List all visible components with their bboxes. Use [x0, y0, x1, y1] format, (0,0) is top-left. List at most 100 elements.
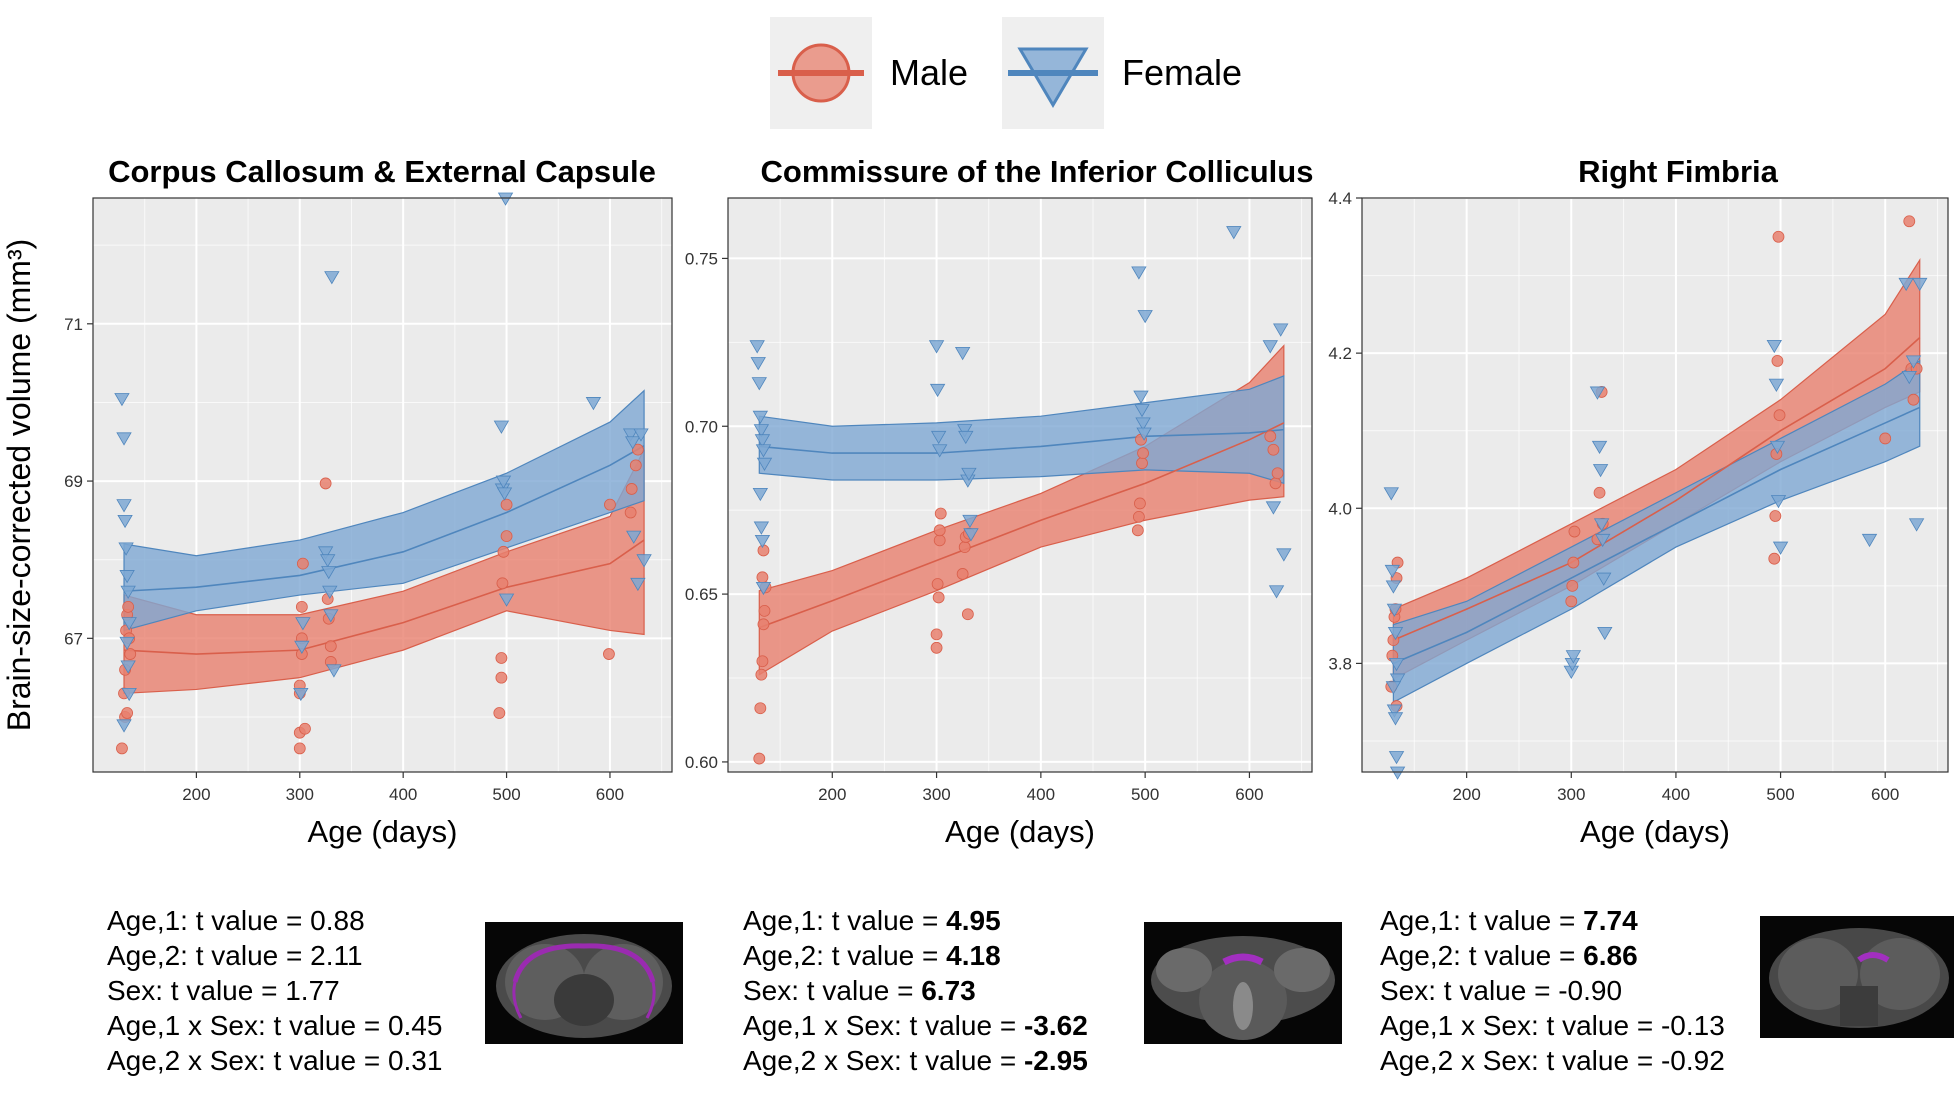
data-point-female	[750, 357, 766, 371]
stat-label: Sex: t value =	[743, 975, 922, 1006]
data-point-male	[1773, 409, 1786, 422]
data-point-female	[324, 271, 340, 285]
fit-line-male	[759, 422, 1285, 629]
data-point-male	[624, 506, 637, 519]
data-point-male	[933, 524, 946, 537]
data-point-female	[929, 383, 946, 398]
data-point-female	[121, 617, 137, 631]
stat-line: Age,2: t value = 2.11	[107, 938, 442, 973]
data-point-female	[498, 593, 515, 607]
data-point-male	[496, 577, 509, 590]
data-point-female	[1594, 533, 1611, 548]
data-point-male	[493, 707, 506, 719]
data-point-male	[1132, 510, 1145, 523]
stat-value: 0.45	[387, 1010, 443, 1041]
data-point-female	[1589, 386, 1606, 400]
data-point-male	[1136, 457, 1148, 470]
data-point-female	[749, 340, 765, 354]
stat-label: Sex: t value =	[107, 975, 286, 1006]
x-tick-label: 200	[818, 785, 846, 804]
data-point-female	[962, 514, 978, 529]
chart-title: Right Fimbria	[1578, 154, 1779, 189]
stat-value: 6.73	[921, 975, 976, 1006]
data-point-male	[961, 608, 974, 621]
data-point-female	[119, 636, 135, 651]
data-point-female	[1565, 650, 1582, 664]
data-point-female	[753, 521, 770, 535]
brain-thumbnail-right-fimbria	[1760, 916, 1954, 1038]
data-point-male	[1903, 215, 1916, 228]
data-point-female	[626, 530, 642, 544]
y-tick-label: 69	[64, 472, 83, 491]
legend-item-female: Female	[1002, 17, 1242, 129]
chart-panel-right-fimbria: Right Fimbria 200 300 400 500 600 3.8 4.0 4.2 4.4…	[1328, 154, 1949, 849]
stat-label: Age,1: t value =	[743, 905, 947, 936]
data-point-female	[1597, 626, 1613, 641]
data-point-female	[752, 410, 769, 424]
data-point-male	[1134, 497, 1146, 510]
fit-line-female	[123, 444, 645, 592]
data-point-female	[295, 617, 311, 631]
data-point-female	[497, 192, 514, 206]
data-point-male	[1568, 525, 1581, 538]
x-tick-label: 200	[1452, 785, 1480, 804]
data-point-female	[954, 347, 971, 361]
data-point-female	[754, 534, 771, 549]
chart-title: Commissure of the Inferior Colliculus	[761, 154, 1314, 189]
stat-label: Age,2: t value =	[1380, 940, 1584, 971]
data-point-female	[1901, 371, 1917, 385]
stat-label: Age,2 x Sex: t value =	[107, 1045, 388, 1076]
data-point-female	[496, 487, 513, 501]
data-point-female	[928, 340, 945, 354]
data-point-female	[1383, 487, 1399, 501]
fit-line-male	[123, 539, 645, 655]
plot-border	[92, 197, 673, 773]
data-point-female	[753, 424, 770, 438]
legend-label-male: Male	[890, 52, 969, 93]
data-point-female	[1592, 464, 1609, 478]
data-point-female	[961, 467, 977, 482]
data-point-female	[1388, 658, 1405, 672]
confidence-band-female	[123, 389, 645, 632]
data-point-female	[930, 430, 947, 445]
data-point-female	[755, 444, 772, 458]
data-point-female	[1276, 548, 1292, 562]
data-point-male	[933, 534, 946, 547]
x-tick-label: 500	[1131, 785, 1159, 804]
stat-value: -0.92	[1660, 1045, 1725, 1076]
x-tick-label: 300	[1557, 785, 1585, 804]
data-point-female	[1384, 564, 1401, 579]
stat-line: Age,1 x Sex: t value = -0.13	[1380, 1008, 1725, 1043]
x-tick-label: 600	[596, 785, 624, 804]
stat-value: -0.90	[1558, 975, 1623, 1006]
data-point-male	[500, 498, 513, 511]
data-point-male	[296, 557, 309, 570]
chart-title: Corpus Callosum & External Capsule	[108, 154, 656, 189]
data-point-male	[757, 544, 770, 557]
data-point-female	[495, 475, 512, 489]
data-point-female	[114, 393, 130, 407]
data-point-female	[1912, 277, 1928, 292]
data-point-female	[116, 432, 132, 446]
data-point-male	[754, 702, 767, 715]
stat-line: Age,2 x Sex: t value = 0.31	[107, 1043, 442, 1078]
data-point-female	[1388, 751, 1405, 765]
data-point-male	[122, 600, 135, 613]
x-tick-label: 300	[922, 785, 950, 804]
data-point-male	[1565, 595, 1578, 608]
data-point-female	[117, 514, 133, 529]
data-point-male	[631, 443, 644, 456]
data-point-female	[1861, 533, 1878, 548]
stat-label: Age,1 x Sex: t value =	[1380, 1010, 1661, 1041]
fit-line-male	[1393, 337, 1921, 641]
data-point-female	[1768, 378, 1785, 392]
y-tick-label: 0.65	[685, 585, 718, 604]
data-point-male	[1269, 477, 1282, 490]
data-point-male	[625, 483, 638, 495]
stat-line: Age,1 x Sex: t value = 0.45	[107, 1008, 442, 1043]
data-point-male	[757, 618, 770, 631]
stat-label: Age,2 x Sex: t value =	[1380, 1045, 1661, 1076]
x-tick-label: 400	[1027, 785, 1055, 804]
data-point-female	[294, 640, 310, 654]
data-point-female	[322, 585, 338, 599]
